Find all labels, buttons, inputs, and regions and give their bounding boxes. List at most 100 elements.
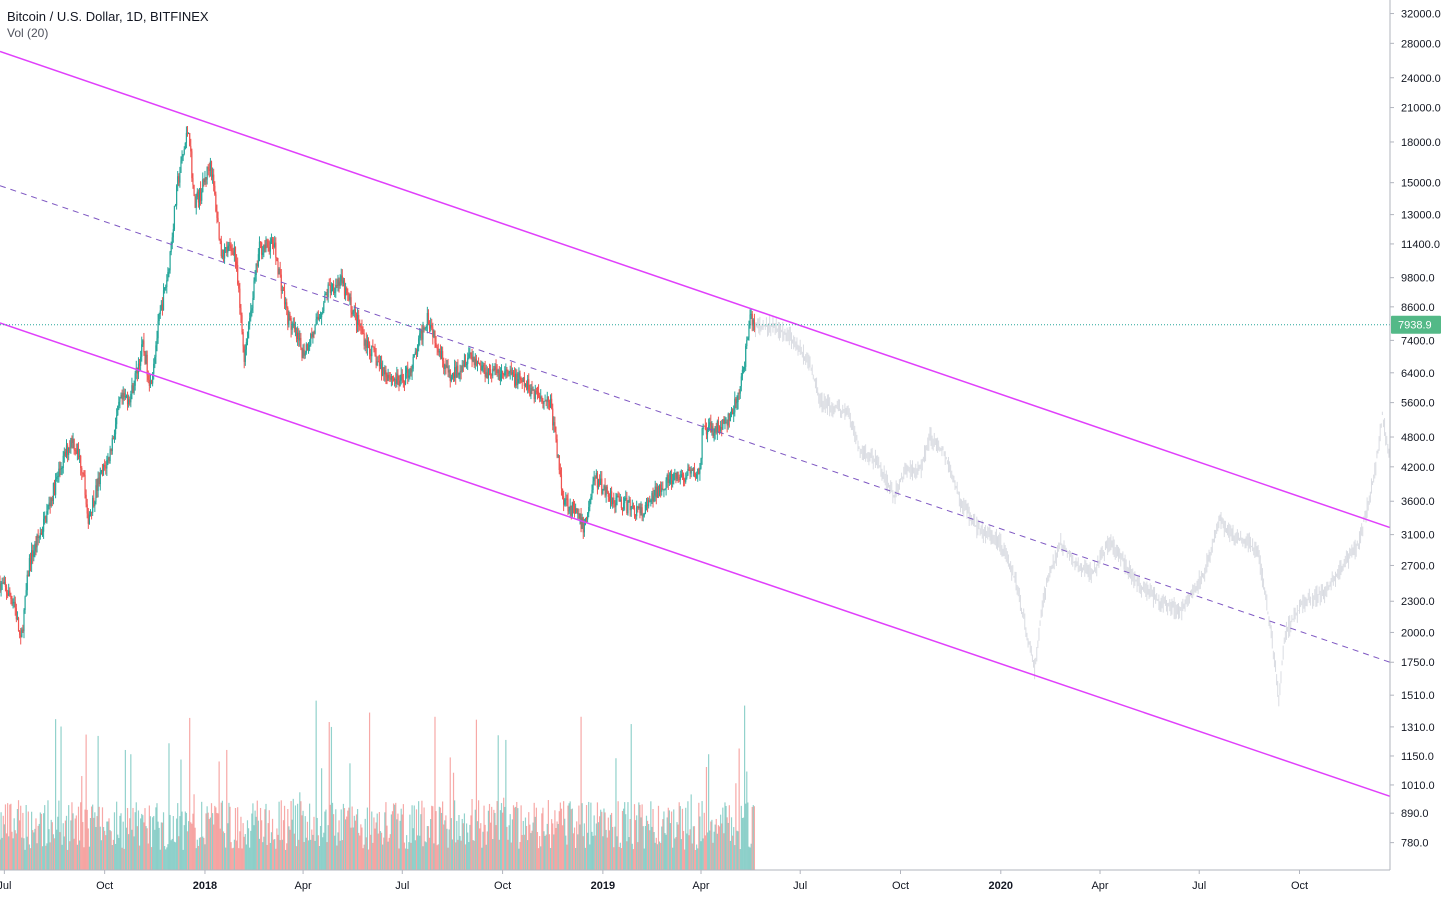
candle-body [328, 284, 330, 286]
volume-bar [370, 834, 372, 870]
volume-bar [600, 809, 602, 870]
candle-body [632, 505, 635, 508]
volume-bar [102, 827, 105, 870]
volume-bar [64, 820, 67, 870]
candle-body [493, 368, 495, 371]
candle-body [454, 367, 456, 379]
volume-bar [691, 843, 693, 870]
candle-body [298, 332, 300, 341]
volume-bar [327, 825, 329, 870]
volume-bar [13, 818, 15, 870]
volume-bar [80, 802, 82, 870]
volume-bar [408, 842, 410, 870]
ghost-price-projection [753, 315, 1390, 707]
volume-bar [155, 807, 157, 870]
volume-bar [721, 823, 723, 870]
volume-bar [482, 831, 484, 870]
volume-bar [678, 802, 680, 870]
volume-bar [205, 813, 207, 870]
candle-body [397, 373, 399, 380]
candle-body [258, 241, 261, 255]
volume-bar [299, 792, 301, 870]
candle-body [522, 377, 524, 382]
volume-bar [554, 810, 556, 870]
candle-body [436, 347, 438, 349]
volume-bar [361, 827, 363, 870]
volume-bar [396, 819, 398, 870]
volume-bar [692, 826, 694, 870]
candle-body [301, 348, 303, 358]
channel-midline [0, 185, 1391, 663]
candle-body [651, 493, 653, 501]
volume-bar [229, 806, 231, 870]
candle-body [477, 362, 480, 364]
volume-bar [0, 812, 2, 870]
candle-body [205, 177, 207, 180]
candle-body [107, 457, 109, 461]
volume-bar [492, 839, 494, 870]
candle-body [231, 248, 233, 252]
candle-body [663, 489, 665, 491]
candle-body [78, 455, 81, 457]
candle-body [738, 392, 740, 394]
volume-bar [687, 801, 689, 870]
volume-bar [699, 816, 701, 870]
volume-bar [186, 831, 189, 870]
symbol-title[interactable]: Bitcoin / U.S. Dollar, 1D, BITFINEX [7, 9, 209, 24]
candle-body [657, 487, 660, 496]
candle-body [648, 500, 650, 507]
time-tick-label: Apr [1091, 880, 1108, 892]
volume-indicator-label[interactable]: Vol (20) [7, 26, 49, 40]
candle-body [457, 365, 459, 375]
candle-body [116, 415, 118, 425]
volume-bar [203, 837, 205, 870]
candle-body [399, 380, 401, 386]
volume-bar [499, 810, 501, 870]
volume-bar [440, 812, 443, 870]
volume-bar [723, 833, 725, 870]
drawing-tools[interactable] [0, 50, 1391, 797]
volume-bar [580, 716, 582, 870]
volume-bar [277, 834, 279, 870]
volume-bar [289, 829, 291, 870]
candle-body [382, 367, 384, 376]
volume-bar [525, 825, 528, 870]
candle-body [542, 401, 544, 404]
candle-body [179, 172, 181, 183]
candle-body [674, 472, 676, 474]
volume-bar [597, 822, 600, 870]
volume-bar [242, 823, 244, 870]
volume-bar [458, 814, 460, 870]
candle-body [147, 375, 149, 380]
candle-body [53, 483, 56, 495]
candle-body [326, 294, 328, 297]
volume-bar [66, 849, 69, 870]
candle-body [523, 377, 525, 387]
volume-bar [20, 805, 22, 870]
candle-body [323, 302, 325, 312]
candle-body [305, 344, 307, 353]
volume-bar [124, 749, 126, 870]
candle-body [475, 358, 478, 365]
volume-bar [423, 807, 425, 870]
candle-body [249, 318, 251, 326]
volume-bar [146, 828, 148, 870]
candle-body [227, 245, 229, 253]
candle-body [391, 376, 394, 379]
candle-body [101, 470, 104, 472]
candle-body [407, 367, 409, 378]
candle-body [676, 471, 678, 479]
candle-body [700, 458, 702, 469]
volume-bar [144, 808, 146, 870]
candle-body [617, 495, 619, 497]
candle-body [96, 485, 98, 491]
price-axis[interactable]: 32000.0 28000.0 24000.0 21000.0 18000.0 15000… [1390, 9, 1441, 850]
time-axis[interactable]: Jul Oct 2018 Apr Jul Oct 2019 Apr Jul Oct 2020 Apr J… [0, 870, 1308, 892]
volume-bar [612, 826, 614, 870]
candle-body [358, 314, 360, 325]
volume-bar [529, 824, 531, 870]
volume-bar [409, 814, 411, 870]
volume-bar [448, 829, 450, 870]
